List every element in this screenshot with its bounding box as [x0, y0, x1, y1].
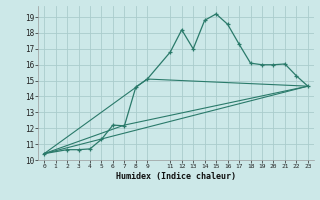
- X-axis label: Humidex (Indice chaleur): Humidex (Indice chaleur): [116, 172, 236, 181]
